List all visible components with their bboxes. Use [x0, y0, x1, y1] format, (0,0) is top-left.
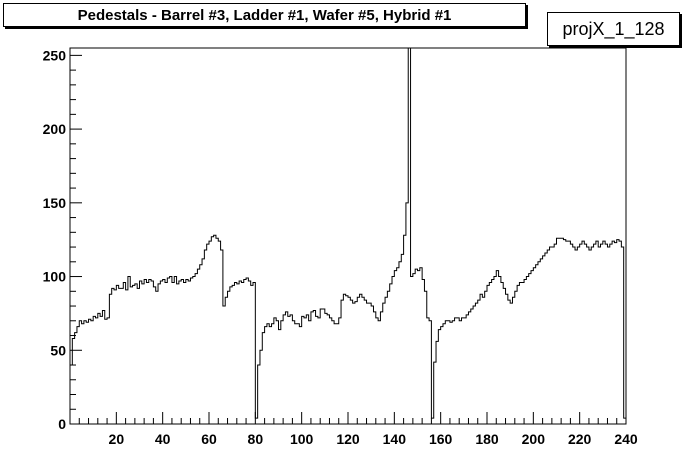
y-tick-label: 150	[43, 195, 67, 211]
y-tick-label: 0	[58, 416, 66, 432]
x-tick-label: 20	[109, 431, 125, 447]
x-tick-label: 60	[201, 431, 217, 447]
y-tick-label: 50	[50, 342, 66, 358]
y-tick-label: 200	[43, 121, 67, 137]
x-tick-label: 160	[429, 431, 453, 447]
x-tick-label: 240	[614, 431, 638, 447]
y-tick-label: 250	[43, 47, 67, 63]
x-tick-label: 220	[568, 431, 592, 447]
x-tick-label: 200	[522, 431, 546, 447]
x-tick-label: 100	[290, 431, 314, 447]
plot-frame	[69, 47, 627, 425]
y-tick-label: 100	[43, 269, 67, 285]
x-tick-label: 80	[248, 431, 264, 447]
histogram-title: Pedestals - Barrel #3, Ladder #1, Wafer …	[77, 7, 452, 24]
y-axis: 0 50 100 150 200 250	[43, 47, 82, 432]
stats-box: projX_1_128	[547, 12, 680, 46]
x-tick-label: 120	[336, 431, 360, 447]
x-tick-label: 40	[155, 431, 171, 447]
x-tick-label: 140	[383, 431, 407, 447]
histogram-line	[69, 47, 627, 424]
histogram-name: projX_1_128	[562, 19, 665, 39]
title-box: Pedestals - Barrel #3, Ladder #1, Wafer …	[3, 3, 526, 27]
x-axis: 20 40 60 80 100 120 140 160 180 200 220 240	[69, 412, 638, 447]
x-tick-label: 180	[475, 431, 499, 447]
